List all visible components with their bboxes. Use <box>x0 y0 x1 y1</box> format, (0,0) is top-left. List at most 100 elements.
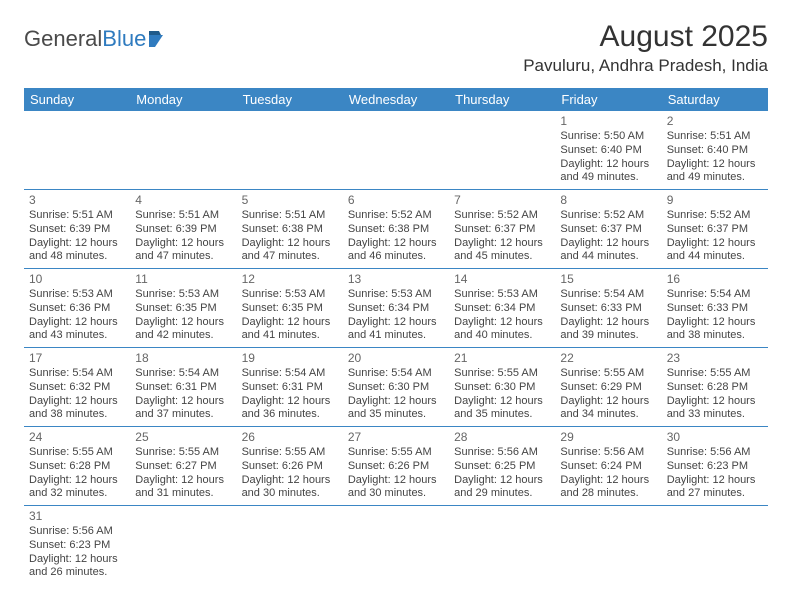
calendar-week-row: 10Sunrise: 5:53 AMSunset: 6:36 PMDayligh… <box>24 269 768 348</box>
daylight-text: and 37 minutes. <box>135 408 231 422</box>
day-number: 20 <box>348 351 444 366</box>
daylight-text: and 40 minutes. <box>454 329 550 343</box>
sunset-text: Sunset: 6:34 PM <box>454 302 550 316</box>
sunset-text: Sunset: 6:38 PM <box>242 223 338 237</box>
sunrise-text: Sunrise: 5:54 AM <box>135 367 231 381</box>
daylight-text: and 49 minutes. <box>667 171 763 185</box>
daylight-text: Daylight: 12 hours <box>29 316 125 330</box>
sunrise-text: Sunrise: 5:53 AM <box>348 288 444 302</box>
calendar-day-cell: 10Sunrise: 5:53 AMSunset: 6:36 PMDayligh… <box>24 269 130 348</box>
daylight-text: Daylight: 12 hours <box>454 237 550 251</box>
calendar-day-cell <box>130 506 236 585</box>
sunset-text: Sunset: 6:32 PM <box>29 381 125 395</box>
sunset-text: Sunset: 6:29 PM <box>560 381 656 395</box>
calendar-day-cell: 29Sunrise: 5:56 AMSunset: 6:24 PMDayligh… <box>555 427 661 506</box>
sunrise-text: Sunrise: 5:53 AM <box>29 288 125 302</box>
daylight-text: and 44 minutes. <box>560 250 656 264</box>
month-title: August 2025 <box>523 20 768 54</box>
sunset-text: Sunset: 6:38 PM <box>348 223 444 237</box>
daylight-text: Daylight: 12 hours <box>560 158 656 172</box>
sunrise-text: Sunrise: 5:55 AM <box>242 446 338 460</box>
daylight-text: Daylight: 12 hours <box>560 237 656 251</box>
sunset-text: Sunset: 6:23 PM <box>667 460 763 474</box>
day-number: 3 <box>29 193 125 208</box>
sunrise-text: Sunrise: 5:50 AM <box>560 130 656 144</box>
day-number: 14 <box>454 272 550 287</box>
sunset-text: Sunset: 6:31 PM <box>242 381 338 395</box>
calendar-day-cell: 5Sunrise: 5:51 AMSunset: 6:38 PMDaylight… <box>237 190 343 269</box>
weekday-header: Thursday <box>449 88 555 111</box>
calendar-day-cell: 27Sunrise: 5:55 AMSunset: 6:26 PMDayligh… <box>343 427 449 506</box>
day-number: 29 <box>560 430 656 445</box>
day-number: 19 <box>242 351 338 366</box>
daylight-text: and 41 minutes. <box>348 329 444 343</box>
daylight-text: Daylight: 12 hours <box>560 474 656 488</box>
calendar-day-cell: 19Sunrise: 5:54 AMSunset: 6:31 PMDayligh… <box>237 348 343 427</box>
calendar-day-cell: 21Sunrise: 5:55 AMSunset: 6:30 PMDayligh… <box>449 348 555 427</box>
daylight-text: Daylight: 12 hours <box>667 316 763 330</box>
daylight-text: Daylight: 12 hours <box>29 553 125 567</box>
weekday-header: Sunday <box>24 88 130 111</box>
daylight-text: Daylight: 12 hours <box>242 474 338 488</box>
sunset-text: Sunset: 6:35 PM <box>242 302 338 316</box>
daylight-text: and 35 minutes. <box>348 408 444 422</box>
calendar-week-row: 31Sunrise: 5:56 AMSunset: 6:23 PMDayligh… <box>24 506 768 585</box>
daylight-text: and 49 minutes. <box>560 171 656 185</box>
day-number: 12 <box>242 272 338 287</box>
calendar-day-cell <box>343 111 449 190</box>
sunset-text: Sunset: 6:31 PM <box>135 381 231 395</box>
sunrise-text: Sunrise: 5:55 AM <box>348 446 444 460</box>
daylight-text: and 44 minutes. <box>667 250 763 264</box>
day-number: 2 <box>667 114 763 129</box>
sunrise-text: Sunrise: 5:53 AM <box>242 288 338 302</box>
daylight-text: and 28 minutes. <box>560 487 656 501</box>
calendar-day-cell: 2Sunrise: 5:51 AMSunset: 6:40 PMDaylight… <box>662 111 768 190</box>
day-number: 1 <box>560 114 656 129</box>
day-number: 4 <box>135 193 231 208</box>
day-number: 26 <box>242 430 338 445</box>
location: Pavuluru, Andhra Pradesh, India <box>523 56 768 76</box>
sunrise-text: Sunrise: 5:51 AM <box>29 209 125 223</box>
daylight-text: Daylight: 12 hours <box>454 395 550 409</box>
sunrise-text: Sunrise: 5:55 AM <box>135 446 231 460</box>
daylight-text: Daylight: 12 hours <box>454 316 550 330</box>
sunset-text: Sunset: 6:27 PM <box>135 460 231 474</box>
sunset-text: Sunset: 6:39 PM <box>29 223 125 237</box>
daylight-text: Daylight: 12 hours <box>135 237 231 251</box>
sunrise-text: Sunrise: 5:54 AM <box>348 367 444 381</box>
daylight-text: Daylight: 12 hours <box>135 316 231 330</box>
daylight-text: Daylight: 12 hours <box>667 237 763 251</box>
weekday-header: Tuesday <box>237 88 343 111</box>
calendar-day-cell: 28Sunrise: 5:56 AMSunset: 6:25 PMDayligh… <box>449 427 555 506</box>
sunrise-text: Sunrise: 5:54 AM <box>560 288 656 302</box>
sunset-text: Sunset: 6:37 PM <box>560 223 656 237</box>
calendar-day-cell: 13Sunrise: 5:53 AMSunset: 6:34 PMDayligh… <box>343 269 449 348</box>
daylight-text: and 32 minutes. <box>29 487 125 501</box>
sunset-text: Sunset: 6:33 PM <box>560 302 656 316</box>
day-number: 6 <box>348 193 444 208</box>
sunrise-text: Sunrise: 5:53 AM <box>454 288 550 302</box>
calendar-day-cell: 8Sunrise: 5:52 AMSunset: 6:37 PMDaylight… <box>555 190 661 269</box>
daylight-text: Daylight: 12 hours <box>560 395 656 409</box>
logo-text-general: General <box>24 26 102 52</box>
day-number: 13 <box>348 272 444 287</box>
daylight-text: and 47 minutes. <box>242 250 338 264</box>
weekday-header: Wednesday <box>343 88 449 111</box>
daylight-text: Daylight: 12 hours <box>667 474 763 488</box>
sunrise-text: Sunrise: 5:52 AM <box>348 209 444 223</box>
daylight-text: and 41 minutes. <box>242 329 338 343</box>
calendar-day-cell: 25Sunrise: 5:55 AMSunset: 6:27 PMDayligh… <box>130 427 236 506</box>
sunset-text: Sunset: 6:26 PM <box>348 460 444 474</box>
calendar-day-cell <box>662 506 768 585</box>
daylight-text: and 30 minutes. <box>242 487 338 501</box>
sunrise-text: Sunrise: 5:55 AM <box>454 367 550 381</box>
sunset-text: Sunset: 6:39 PM <box>135 223 231 237</box>
weekday-header: Monday <box>130 88 236 111</box>
daylight-text: and 39 minutes. <box>560 329 656 343</box>
daylight-text: Daylight: 12 hours <box>348 474 444 488</box>
calendar-day-cell: 1Sunrise: 5:50 AMSunset: 6:40 PMDaylight… <box>555 111 661 190</box>
sunset-text: Sunset: 6:28 PM <box>29 460 125 474</box>
calendar-table: SundayMondayTuesdayWednesdayThursdayFrid… <box>24 88 768 584</box>
weekday-header: Saturday <box>662 88 768 111</box>
calendar-day-cell <box>449 506 555 585</box>
